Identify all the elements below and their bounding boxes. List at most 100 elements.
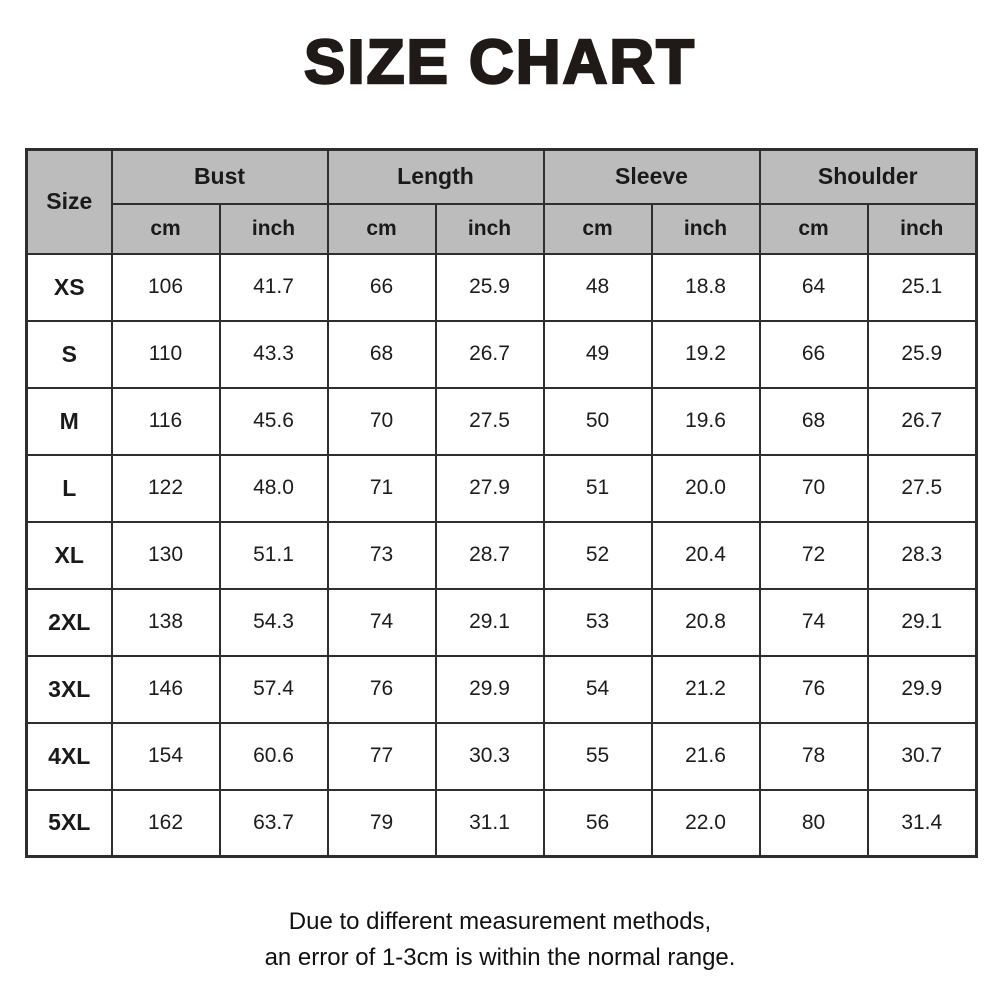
data-cell: 41.7 xyxy=(218,252,329,322)
data-cell: 48 xyxy=(542,252,653,322)
data-cell: 138 xyxy=(110,587,221,657)
data-cell: 26.7 xyxy=(866,386,978,456)
table-row-xl: XL 130 51.1 73 28.7 52 20.4 72 28.3 xyxy=(25,520,978,590)
data-cell: 29.9 xyxy=(434,654,545,724)
data-cell: 28.3 xyxy=(866,520,978,590)
data-cell: 18.8 xyxy=(650,252,761,322)
table-row-l: L 122 48.0 71 27.9 51 20.0 70 27.5 xyxy=(25,453,978,523)
table-row-4xl: 4XL 154 60.6 77 30.3 55 21.6 78 30.7 xyxy=(25,721,978,791)
size-chart-page: SIZE CHART Size Bust Length Sleeve Shoul… xyxy=(0,28,1000,1000)
data-cell: 76 xyxy=(326,654,437,724)
data-cell: 29.9 xyxy=(866,654,978,724)
data-cell: 57.4 xyxy=(218,654,329,724)
data-cell: 68 xyxy=(758,386,869,456)
data-cell: 49 xyxy=(542,319,653,389)
unit-header-length-cm: cm xyxy=(326,202,437,255)
size-cell: S xyxy=(25,319,113,389)
data-cell: 73 xyxy=(326,520,437,590)
data-cell: 162 xyxy=(110,788,221,858)
data-cell: 106 xyxy=(110,252,221,322)
data-cell: 45.6 xyxy=(218,386,329,456)
data-cell: 55 xyxy=(542,721,653,791)
data-cell: 66 xyxy=(758,319,869,389)
data-cell: 56 xyxy=(542,788,653,858)
data-cell: 27.5 xyxy=(866,453,978,523)
unit-header-bust-cm: cm xyxy=(110,202,221,255)
table-row-2xl: 2XL 138 54.3 74 29.1 53 20.8 74 29.1 xyxy=(25,587,978,657)
size-cell: 3XL xyxy=(25,654,113,724)
data-cell: 110 xyxy=(110,319,221,389)
unit-header-shoulder-cm: cm xyxy=(758,202,869,255)
column-header-shoulder: Shoulder xyxy=(758,148,978,205)
data-cell: 154 xyxy=(110,721,221,791)
data-cell: 60.6 xyxy=(218,721,329,791)
data-cell: 21.2 xyxy=(650,654,761,724)
data-cell: 30.3 xyxy=(434,721,545,791)
size-cell: 5XL xyxy=(25,788,113,858)
data-cell: 25.9 xyxy=(866,319,978,389)
size-cell: L xyxy=(25,453,113,523)
table-row-5xl: 5XL 162 63.7 79 31.1 56 22.0 80 31.4 xyxy=(25,788,978,858)
data-cell: 70 xyxy=(326,386,437,456)
data-cell: 77 xyxy=(326,721,437,791)
table-row-xs: XS 106 41.7 66 25.9 48 18.8 64 25.1 xyxy=(25,252,978,322)
data-cell: 50 xyxy=(542,386,653,456)
data-cell: 53 xyxy=(542,587,653,657)
size-chart-table: Size Bust Length Sleeve Shoulder cm inch… xyxy=(25,148,979,858)
size-cell: 2XL xyxy=(25,587,113,657)
data-cell: 70 xyxy=(758,453,869,523)
size-chart-container: Size Bust Length Sleeve Shoulder cm inch… xyxy=(25,148,979,858)
column-header-bust: Bust xyxy=(110,148,329,205)
data-cell: 48.0 xyxy=(218,453,329,523)
data-cell: 27.9 xyxy=(434,453,545,523)
data-cell: 66 xyxy=(326,252,437,322)
table-row-m: M 116 45.6 70 27.5 50 19.6 68 26.7 xyxy=(25,386,978,456)
data-cell: 29.1 xyxy=(434,587,545,657)
size-cell: XL xyxy=(25,520,113,590)
data-cell: 19.6 xyxy=(650,386,761,456)
table-row-3xl: 3XL 146 57.4 76 29.9 54 21.2 76 29.9 xyxy=(25,654,978,724)
data-cell: 19.2 xyxy=(650,319,761,389)
data-cell: 78 xyxy=(758,721,869,791)
data-cell: 74 xyxy=(326,587,437,657)
data-cell: 122 xyxy=(110,453,221,523)
data-cell: 146 xyxy=(110,654,221,724)
data-cell: 20.8 xyxy=(650,587,761,657)
size-cell: M xyxy=(25,386,113,456)
table-row-s: S 110 43.3 68 26.7 49 19.2 66 25.9 xyxy=(25,319,978,389)
data-cell: 130 xyxy=(110,520,221,590)
data-cell: 31.1 xyxy=(434,788,545,858)
disclaimer-line-2: an error of 1-3cm is within the normal r… xyxy=(264,943,736,971)
data-cell: 80 xyxy=(758,788,869,858)
measurement-disclaimer: Due to different measurement methods, an… xyxy=(0,904,1000,975)
data-cell: 51 xyxy=(542,453,653,523)
data-cell: 74 xyxy=(758,587,869,657)
data-cell: 43.3 xyxy=(218,319,329,389)
data-cell: 72 xyxy=(758,520,869,590)
column-header-size: Size xyxy=(25,148,113,255)
disclaimer-line-1: Due to different measurement methods, xyxy=(288,908,712,935)
data-cell: 22.0 xyxy=(650,788,761,858)
data-cell: 51.1 xyxy=(218,520,329,590)
data-cell: 79 xyxy=(326,788,437,858)
data-cell: 25.1 xyxy=(866,252,978,322)
data-cell: 64 xyxy=(758,252,869,322)
data-cell: 20.4 xyxy=(650,520,761,590)
unit-header-shoulder-inch: inch xyxy=(866,202,978,255)
data-cell: 20.0 xyxy=(650,453,761,523)
column-header-sleeve: Sleeve xyxy=(542,148,761,205)
data-cell: 71 xyxy=(326,453,437,523)
data-cell: 76 xyxy=(758,654,869,724)
data-cell: 21.6 xyxy=(650,721,761,791)
table-unit-header-row: cm inch cm inch cm inch cm inch xyxy=(27,202,978,255)
column-header-length: Length xyxy=(326,148,545,205)
page-title: SIZE CHART xyxy=(303,28,696,97)
unit-header-length-inch: inch xyxy=(434,202,545,255)
unit-header-sleeve-inch: inch xyxy=(650,202,761,255)
data-cell: 116 xyxy=(110,386,221,456)
data-cell: 30.7 xyxy=(866,721,978,791)
data-cell: 31.4 xyxy=(866,788,978,858)
data-cell: 26.7 xyxy=(434,319,545,389)
data-cell: 29.1 xyxy=(866,587,978,657)
size-cell: XS xyxy=(25,252,113,322)
